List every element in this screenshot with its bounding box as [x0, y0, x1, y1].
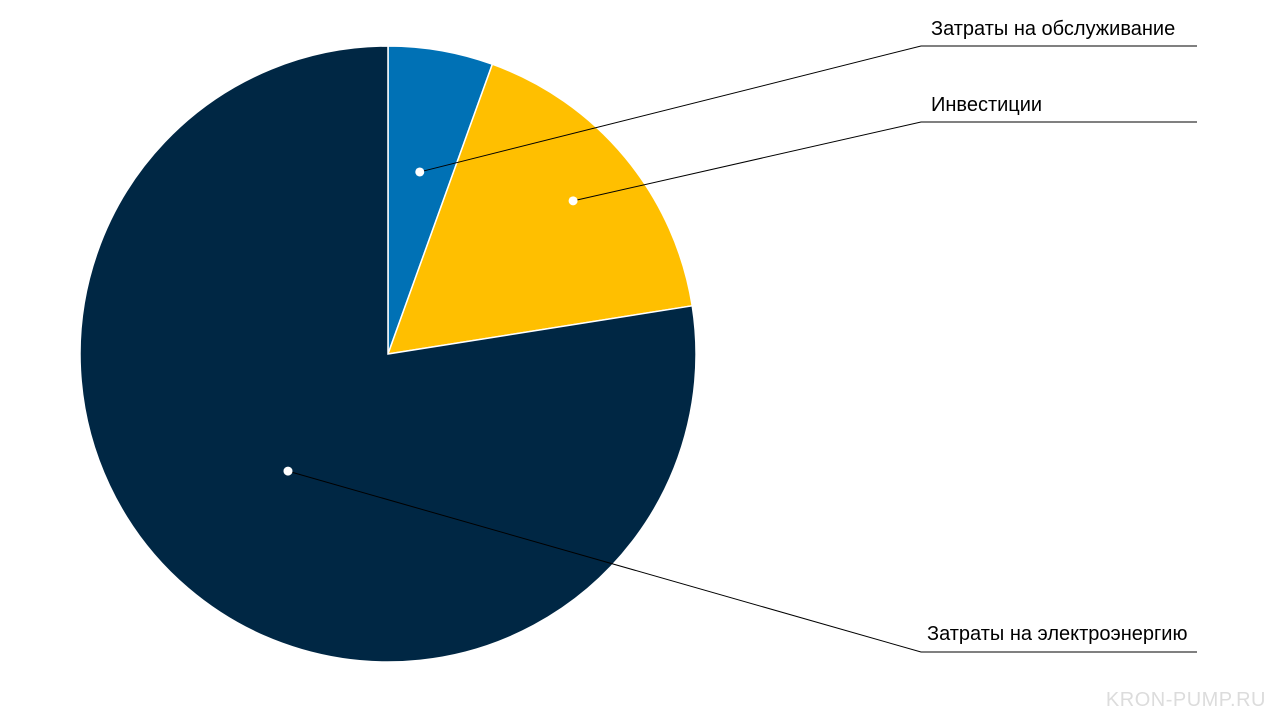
- leader-maintenance: [419, 45, 1197, 173]
- slice-energy: [79, 45, 697, 663]
- leader-investments: [572, 121, 1197, 202]
- slice-investments: [386, 63, 694, 355]
- dot-investments: [568, 196, 578, 206]
- dot-maintenance: [415, 167, 425, 177]
- watermark: KRON-PUMP.RU: [1105, 689, 1266, 711]
- dot-energy: [283, 466, 293, 476]
- leader-energy: [287, 470, 1197, 653]
- label-maintenance-costs: Затраты на обслуживание: [931, 18, 1176, 40]
- label-investments: Инвестиции: [931, 94, 1043, 116]
- label-energy-costs: Затраты на электроэнергию: [927, 623, 1188, 645]
